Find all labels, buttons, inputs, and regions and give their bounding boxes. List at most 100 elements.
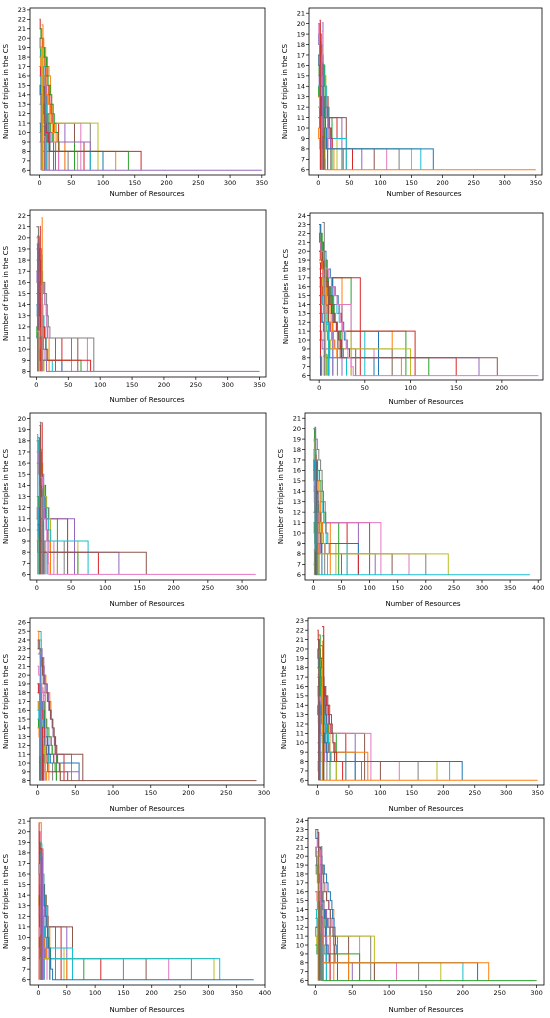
y-tick-label: 21	[296, 844, 304, 852]
series-line	[38, 852, 124, 980]
x-tick-label: 350	[256, 179, 268, 187]
y-tick-label: 19	[293, 435, 301, 443]
series-line	[317, 639, 381, 781]
y-tick-label: 20	[18, 234, 26, 242]
y-tick-label: 20	[297, 20, 305, 28]
y-tick-label: 11	[18, 751, 26, 759]
y-tick-label: 14	[298, 301, 306, 309]
series-line	[38, 884, 170, 980]
x-tick-label: 350	[504, 584, 516, 592]
y-tick-label: 20	[18, 34, 26, 42]
y-tick-label: 9	[300, 950, 304, 958]
series-line	[39, 425, 41, 575]
y-tick-label: 12	[293, 508, 301, 516]
y-tick-label: 10	[18, 129, 26, 137]
y-tick-label: 15	[18, 82, 26, 90]
y-tick-label: 14	[18, 482, 26, 490]
y-tick-label: 19	[298, 256, 306, 264]
series-line	[44, 136, 46, 171]
x-axis-label: Number of Resources	[109, 190, 184, 198]
y-tick-label: 11	[296, 730, 304, 738]
subplot-4: 0 50 100 150 200 6789101112131415161718192021…	[282, 212, 544, 406]
y-tick-label: 13	[296, 711, 304, 719]
x-tick-label: 200	[146, 989, 158, 997]
series-line	[38, 947, 102, 980]
series-lines	[37, 630, 257, 782]
x-tick-label: 50	[348, 989, 356, 997]
y-tick-label: 17	[296, 879, 304, 887]
y-tick-label: 16	[293, 467, 301, 475]
x-tick-label: 250	[192, 179, 204, 187]
y-tick-label: 8	[301, 145, 305, 153]
y-tick-label: 23	[18, 645, 26, 653]
x-axis-label: Number of Resources	[388, 1006, 463, 1014]
series-line	[322, 135, 324, 170]
y-tick-label: 19	[18, 44, 26, 52]
y-tick-label: 8	[300, 959, 304, 967]
plot-frame	[29, 209, 267, 378]
series-line	[319, 262, 321, 376]
y-tick-label: 24	[298, 212, 306, 220]
series-lines	[319, 222, 539, 377]
y-tick-label: 8	[22, 548, 26, 556]
series-line	[316, 461, 318, 575]
y-tick-label: 14	[293, 488, 301, 496]
x-axis-label: Number of Resources	[386, 190, 461, 198]
series-line	[318, 54, 434, 170]
y-tick-label: 13	[298, 310, 306, 318]
y-tick-label: 22	[296, 626, 304, 634]
x-tick-label: 350	[530, 179, 542, 187]
y-tick-label: 9	[22, 357, 26, 365]
series-line	[317, 761, 538, 781]
y-tick-label: 23	[18, 6, 26, 14]
series-line	[320, 864, 322, 981]
y-tick-label: 10	[18, 759, 26, 767]
y-tick-label: 6	[301, 166, 305, 174]
x-tick-label: 250	[190, 381, 202, 389]
series-lines	[313, 426, 530, 576]
series-lines	[318, 19, 536, 171]
y-tick-label: 12	[298, 319, 306, 327]
y-tick-label: 16	[18, 870, 26, 878]
y-tick-label: 19	[296, 861, 304, 869]
plot-frame	[29, 412, 267, 581]
y-tick-label: 9	[22, 537, 26, 545]
x-tick-label: 50	[71, 789, 79, 797]
y-axis-label: Number of triples in the CS	[280, 653, 288, 749]
series-line	[317, 832, 320, 981]
y-tick-label: 21	[293, 415, 301, 423]
y-tick-label: 12	[18, 913, 26, 921]
y-tick-label: 20	[18, 828, 26, 836]
x-tick-label: 150	[392, 584, 404, 592]
series-line	[319, 259, 402, 376]
y-tick-label: 17	[18, 268, 26, 276]
plot-frame	[309, 212, 544, 381]
x-tick-label: 200	[437, 789, 449, 797]
series-line	[37, 434, 39, 575]
y-tick-label: 11	[296, 932, 304, 940]
y-tick-label: 13	[18, 493, 26, 501]
series-line	[37, 639, 257, 782]
series-line	[37, 524, 40, 575]
plot-frame	[29, 7, 266, 176]
y-tick-label: 19	[18, 839, 26, 847]
series-line	[37, 241, 39, 372]
y-tick-label: 16	[18, 72, 26, 80]
y-tick-label: 10	[18, 526, 26, 534]
x-tick-label: 150	[450, 384, 462, 392]
series-line	[321, 902, 324, 981]
x-tick-label: 300	[236, 584, 248, 592]
x-axis-label: Number of Resources	[388, 398, 463, 406]
y-tick-label: 20	[293, 425, 301, 433]
y-tick-label: 8	[22, 955, 26, 963]
x-tick-label: 50	[67, 179, 75, 187]
series-line	[39, 957, 41, 980]
x-tick-label: 0	[34, 381, 38, 389]
x-tick-label: 100	[383, 989, 395, 997]
series-lines	[36, 217, 260, 372]
y-tick-label: 15	[18, 881, 26, 889]
y-tick-label: 21	[18, 25, 26, 33]
y-axis-label: Number of triples in the CS	[281, 43, 289, 139]
y-axis-label: Number of triples in the CS	[2, 853, 10, 949]
y-tick-label: 14	[18, 724, 26, 732]
